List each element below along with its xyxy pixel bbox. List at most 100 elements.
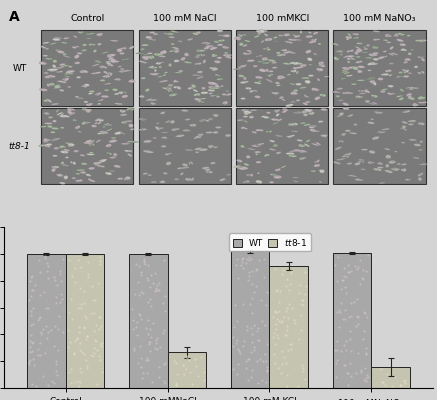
Ellipse shape [321,134,328,136]
Ellipse shape [176,81,179,82]
Point [90,362,97,368]
Ellipse shape [208,86,215,89]
Ellipse shape [369,77,372,79]
Legend: WT, $\mathit{tt8}$-$\mathit{1}$: WT, $\mathit{tt8}$-$\mathit{1}$ [229,233,311,252]
Point [237,251,244,257]
Ellipse shape [111,157,115,158]
Ellipse shape [104,131,108,134]
Ellipse shape [168,84,173,86]
Ellipse shape [54,147,58,149]
Ellipse shape [65,157,69,158]
Ellipse shape [95,60,101,62]
Ellipse shape [197,71,202,73]
Ellipse shape [216,96,220,98]
Ellipse shape [168,32,174,35]
Ellipse shape [275,82,280,84]
Ellipse shape [407,73,412,74]
Ellipse shape [268,75,271,77]
Ellipse shape [379,163,383,165]
Point [264,264,271,270]
Ellipse shape [74,55,79,58]
Ellipse shape [342,70,347,72]
Ellipse shape [181,167,184,169]
Ellipse shape [274,110,280,111]
Ellipse shape [238,120,243,121]
Ellipse shape [299,144,302,146]
Ellipse shape [247,50,250,52]
Ellipse shape [285,41,293,43]
Ellipse shape [414,87,420,89]
Point [29,315,36,321]
Ellipse shape [114,132,122,135]
Ellipse shape [245,120,247,123]
Ellipse shape [55,50,58,51]
Ellipse shape [286,136,292,137]
Ellipse shape [354,96,363,98]
Ellipse shape [174,178,179,180]
Ellipse shape [292,90,297,93]
Point [247,275,254,282]
Ellipse shape [276,152,280,154]
Ellipse shape [296,181,298,182]
Ellipse shape [120,132,126,135]
Point [65,258,72,265]
Point [243,254,250,260]
Ellipse shape [267,80,273,83]
Ellipse shape [305,109,310,111]
Point [157,369,164,376]
Ellipse shape [402,69,405,72]
Ellipse shape [236,68,242,70]
Ellipse shape [311,112,314,114]
Point [83,254,90,260]
Ellipse shape [342,92,347,94]
Ellipse shape [366,90,370,93]
Ellipse shape [115,93,120,94]
Ellipse shape [371,46,379,48]
Ellipse shape [366,101,369,103]
Ellipse shape [271,118,279,121]
Ellipse shape [246,156,250,158]
Ellipse shape [260,30,264,31]
Ellipse shape [51,138,57,141]
Point [132,328,139,335]
Ellipse shape [385,34,389,36]
Point [136,334,143,341]
Point [264,290,271,297]
Ellipse shape [245,112,250,114]
Ellipse shape [112,170,116,171]
Ellipse shape [394,168,398,170]
Ellipse shape [261,116,266,117]
Ellipse shape [148,174,152,176]
Ellipse shape [44,113,48,114]
Point [58,339,65,345]
Ellipse shape [80,154,85,156]
Point [345,374,352,380]
Ellipse shape [109,54,115,56]
Ellipse shape [167,88,172,90]
Ellipse shape [409,88,414,90]
Ellipse shape [407,70,409,72]
Ellipse shape [259,55,262,56]
Point [358,293,365,300]
Ellipse shape [169,36,174,38]
Ellipse shape [273,144,278,147]
Point [355,283,362,289]
Point [331,330,338,336]
Point [144,252,151,259]
Ellipse shape [59,89,64,92]
Ellipse shape [164,86,173,88]
Ellipse shape [169,94,176,96]
Ellipse shape [43,55,48,56]
Ellipse shape [255,96,260,98]
Point [348,317,355,323]
Ellipse shape [400,88,403,92]
Ellipse shape [195,75,202,76]
Ellipse shape [151,181,156,183]
Ellipse shape [174,60,177,62]
Point [269,316,276,322]
Point [55,348,62,354]
Ellipse shape [210,46,215,50]
Point [52,284,59,290]
Point [41,274,48,280]
Ellipse shape [399,128,405,130]
